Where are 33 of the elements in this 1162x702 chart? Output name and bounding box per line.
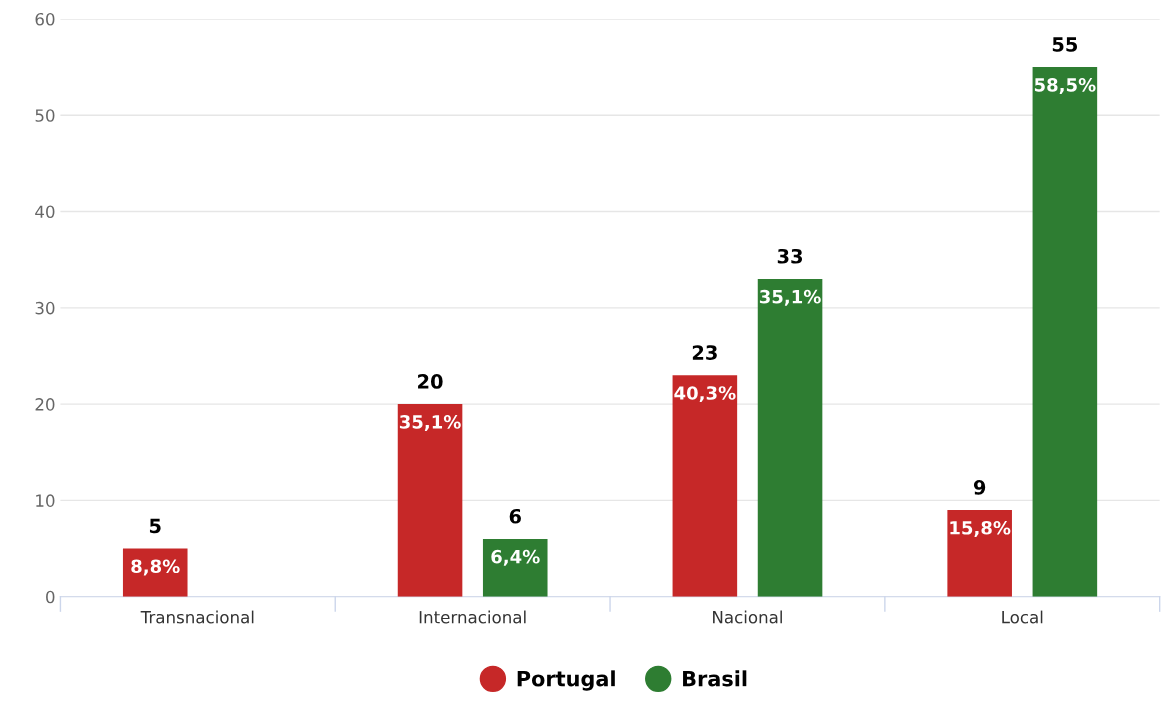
x-tick-label: Nacional xyxy=(713,610,782,624)
annotation: 8,8% xyxy=(131,559,180,576)
bar xyxy=(482,538,548,597)
legend-label: Portugal xyxy=(517,670,615,691)
x-tick-label: Transnacional xyxy=(140,610,254,624)
bar xyxy=(1032,67,1098,597)
data-label: 9 xyxy=(973,480,986,495)
y-tick-label: 0 xyxy=(46,590,55,604)
legend-label: Brasil xyxy=(683,670,747,687)
data-label: 23 xyxy=(692,345,717,360)
annotation: 15,8% xyxy=(950,520,1011,537)
annotation: 35,1% xyxy=(759,289,821,306)
y-tick-label: 40 xyxy=(35,205,55,219)
annotation: 6,4% xyxy=(491,549,540,566)
y-tick-label: 60 xyxy=(35,12,55,26)
y-tick-label: 20 xyxy=(35,398,55,411)
data-label: 6 xyxy=(509,508,521,524)
data-label: 20 xyxy=(418,374,443,389)
x-tick-label: Internacional xyxy=(419,610,526,624)
y-tick-label: 10 xyxy=(36,494,55,507)
data-label: 33 xyxy=(777,248,803,264)
annotation: 40,3% xyxy=(674,386,736,403)
bar xyxy=(757,278,823,597)
y-tick-label: 50 xyxy=(35,109,55,122)
y-tick-label: 30 xyxy=(35,301,55,315)
x-tick-label: Local xyxy=(1002,610,1043,624)
bar xyxy=(947,510,1012,597)
bar xyxy=(397,404,463,597)
annotation: 35,1% xyxy=(399,415,461,431)
annotation: 58,5% xyxy=(1034,78,1096,94)
data-label: 55 xyxy=(1052,37,1078,52)
bar xyxy=(672,375,738,597)
data-label: 5 xyxy=(149,518,161,534)
